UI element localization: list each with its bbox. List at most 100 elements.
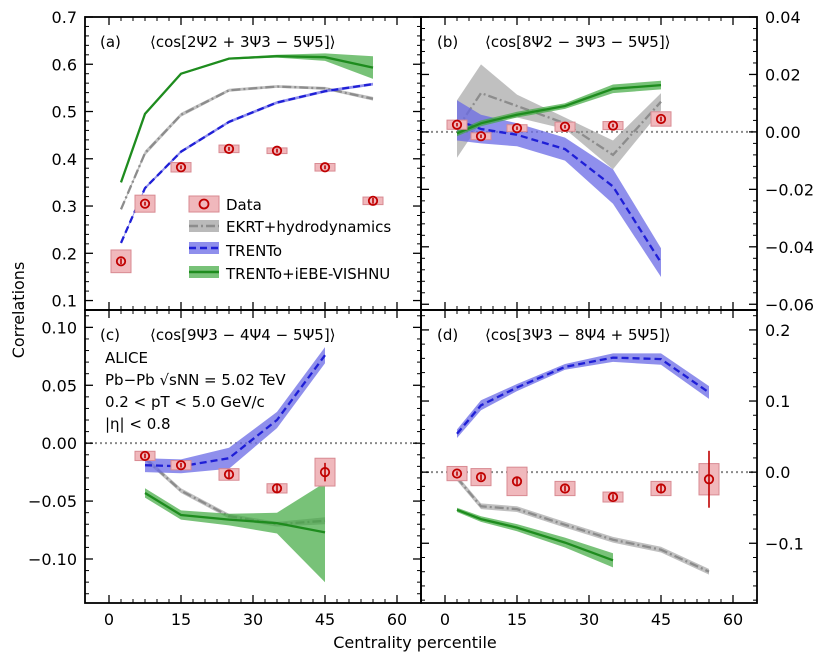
panel-frame-d bbox=[420, 309, 758, 604]
legend-vishnu-marker bbox=[189, 266, 219, 278]
trento-line-a bbox=[119, 82, 374, 244]
y-tick-label: 0.1 bbox=[52, 292, 77, 311]
data-point bbox=[271, 145, 283, 156]
x-tick-label: 30 bbox=[243, 610, 263, 629]
data-point bbox=[655, 483, 667, 494]
data-point bbox=[367, 195, 379, 206]
info-box: ALICE Pb−Pb √sNN = 5.02 TeV 0.2 < pT < 5… bbox=[105, 349, 286, 433]
data-point bbox=[475, 472, 487, 483]
trento-band-b bbox=[457, 100, 661, 277]
series-b bbox=[456, 64, 662, 277]
x-tick-label: 45 bbox=[315, 610, 335, 629]
data-point bbox=[451, 468, 463, 479]
x-tick-label: 60 bbox=[387, 610, 407, 629]
legend: Data EKRT+hydrodynamics TRENTo TRENTo+iE… bbox=[188, 195, 391, 283]
data-point bbox=[607, 491, 619, 503]
vishnu-band-b bbox=[457, 80, 661, 137]
vishnu-line-d bbox=[456, 508, 614, 562]
data-point bbox=[175, 162, 187, 173]
y-tick-label: 0.2 bbox=[52, 244, 77, 263]
info-experiment: ALICE bbox=[105, 349, 148, 367]
data-point bbox=[559, 121, 571, 132]
ticks-d: 0 15 30 45 60 −0.1 0.0 0.1 0.2 bbox=[421, 310, 804, 629]
y-tick-label: 0.4 bbox=[52, 150, 77, 169]
data-point bbox=[319, 162, 331, 173]
data-point bbox=[139, 198, 151, 209]
legend-trento-label: TRENTo bbox=[225, 242, 282, 260]
y-tick-label: 0.1 bbox=[765, 392, 790, 411]
y-tick-label: 0.10 bbox=[41, 318, 77, 337]
data-points-c bbox=[134, 450, 336, 494]
data-point bbox=[607, 120, 619, 131]
legend-vishnu-label: TRENTo+iEBE-VISHNU bbox=[225, 265, 390, 283]
data-points-a bbox=[110, 143, 384, 274]
x-tick-label: 60 bbox=[723, 610, 743, 629]
data-points-b bbox=[446, 111, 672, 142]
ekrt-line-d bbox=[456, 477, 710, 573]
ekrt-band-b bbox=[457, 64, 661, 170]
y-tick-label: 0.5 bbox=[52, 103, 77, 122]
panel-d: 0 15 30 45 60 −0.1 0.0 0.1 0.2 (d) ⟨cos[3Ψ3 − 8Ψ… bbox=[420, 309, 804, 629]
data-point bbox=[319, 467, 331, 478]
data-point bbox=[511, 476, 523, 487]
data-point bbox=[703, 474, 715, 485]
legend-ekrt-label: EKRT+hydrodynamics bbox=[226, 218, 391, 236]
legend-ekrt-marker bbox=[189, 220, 219, 232]
ticks-c: 0 15 30 45 60 −0.10 −0.05 0.00 0.05 0.10 bbox=[28, 310, 421, 629]
vishnu-line-a bbox=[119, 55, 374, 183]
data-point bbox=[223, 469, 235, 480]
data-point bbox=[115, 256, 127, 267]
panel-label-d: (d) bbox=[437, 326, 458, 344]
series-c bbox=[144, 347, 326, 583]
y-tick-label: −0.05 bbox=[28, 492, 77, 511]
y-axis-label: Correlations bbox=[9, 262, 28, 359]
trento-line-d bbox=[456, 356, 710, 435]
vishnu-band-c bbox=[145, 482, 325, 583]
data-point bbox=[223, 143, 235, 154]
trento-band-a bbox=[121, 82, 373, 244]
ekrt-line-a bbox=[119, 85, 374, 210]
panel-title-a: ⟨cos[2Ψ2 + 3Ψ3 − 5Ψ5]⟩ bbox=[150, 33, 336, 51]
data-point bbox=[139, 450, 151, 462]
y-tick-label: 0.05 bbox=[41, 376, 77, 395]
y-tick-label: −0.02 bbox=[765, 180, 814, 199]
y-tick-label: 0.7 bbox=[52, 8, 77, 27]
x-tick-label: 30 bbox=[579, 610, 599, 629]
x-tick-label: 15 bbox=[507, 610, 527, 629]
trento-line-b bbox=[456, 119, 662, 264]
series-d bbox=[456, 353, 710, 575]
data-point bbox=[655, 113, 667, 125]
data-point bbox=[475, 131, 487, 142]
ticks-b: −0.06 −0.04 −0.02 0.00 0.02 0.04 bbox=[421, 8, 814, 314]
trento-band-c bbox=[145, 347, 325, 474]
data-points-d bbox=[446, 450, 720, 508]
info-collision-system: Pb−Pb √sNN = 5.02 TeV bbox=[105, 371, 286, 389]
y-tick-label: −0.04 bbox=[765, 238, 814, 257]
x-tick-label: 0 bbox=[440, 610, 450, 629]
panel-label-b: (b) bbox=[437, 33, 458, 51]
x-tick-label: 45 bbox=[651, 610, 671, 629]
vishnu-line-b bbox=[456, 83, 662, 135]
info-pt-range: 0.2 < pT < 5.0 GeV/c bbox=[105, 393, 265, 411]
x-tick-label: 0 bbox=[104, 610, 114, 629]
data-point bbox=[271, 483, 283, 494]
y-tick-label: 0.00 bbox=[41, 434, 77, 453]
data-point bbox=[451, 119, 463, 130]
panel-title-d: ⟨cos[3Ψ3 − 8Ψ4 + 5Ψ5]⟩ bbox=[485, 326, 671, 344]
y-tick-label: 0.04 bbox=[765, 8, 801, 27]
legend-trento-marker bbox=[189, 242, 219, 254]
panel-b: −0.06 −0.04 −0.02 0.00 0.02 0.04 (b) ⟨cos[8Ψ2… bbox=[420, 8, 814, 314]
data-point bbox=[175, 460, 187, 471]
x-axis-label: Centrality percentile bbox=[333, 633, 497, 652]
panel-title-c: ⟨cos[9Ψ3 − 4Ψ4 − 5Ψ5]⟩ bbox=[150, 326, 336, 344]
y-tick-label: 0.6 bbox=[52, 55, 77, 74]
data-point bbox=[511, 123, 523, 134]
ekrt-band-a bbox=[121, 85, 373, 211]
panel-label-a: (a) bbox=[100, 33, 121, 51]
trento-line-c bbox=[144, 354, 326, 468]
vishnu-band-a bbox=[121, 53, 373, 184]
info-eta-range: |η| < 0.8 bbox=[105, 415, 171, 433]
panel-label-c: (c) bbox=[100, 326, 120, 344]
y-tick-label: −0.10 bbox=[28, 550, 77, 569]
